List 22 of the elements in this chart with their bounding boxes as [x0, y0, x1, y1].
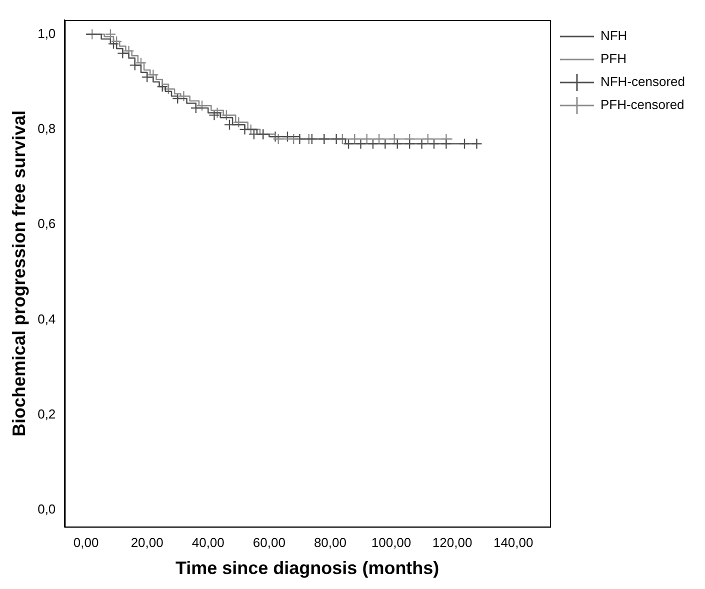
y-tick-label: 0,8	[38, 121, 56, 136]
point	[208, 110, 220, 121]
y-axis-title: Biochemical progression free survival	[8, 110, 29, 436]
y-tick-label: 1,0	[38, 26, 56, 41]
legend-label: NFH	[600, 28, 628, 44]
x-tick-label: 100,00	[371, 535, 412, 550]
x-tick-label: 20,00	[130, 535, 164, 550]
y-tick-label: 0,4	[38, 311, 56, 326]
legend-label: PFH-censored	[600, 97, 684, 112]
x-tick-label: 120,00	[432, 535, 472, 550]
x-tick-label: 60,00	[252, 535, 286, 550]
x-tick-label: 40,00	[192, 535, 224, 550]
x-tick-label: 0,00	[73, 535, 99, 550]
legend-label: PFH	[600, 51, 626, 66]
y-tick-label: 0,6	[38, 216, 56, 232]
x-axis-title: Time since diagnosis (months)	[175, 558, 440, 578]
x-tick-label: 140,00	[493, 535, 534, 550]
y-tick-label: 0,2	[38, 406, 56, 422]
legend-label: NFH-censored	[600, 74, 686, 90]
y-tick-label: 0,0	[38, 502, 56, 517]
point	[224, 119, 236, 130]
x-tick-label: 80,00	[314, 535, 346, 550]
